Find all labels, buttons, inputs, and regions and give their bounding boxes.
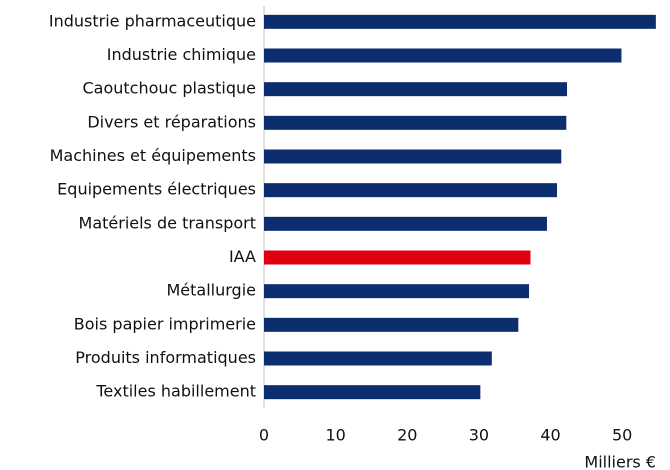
y-tick-label: Métallurgie [167,281,257,300]
x-axis-label: Milliers € [584,453,656,470]
bar [264,115,567,130]
bar [264,149,562,164]
bar [264,216,547,231]
bar [264,351,492,366]
x-tick-label: 30 [469,426,489,445]
x-tick-label: 20 [397,426,417,445]
bar [264,284,530,299]
y-tick-label: Matériels de transport [79,213,256,232]
y-tick-label: Textiles habillement [95,382,256,401]
y-tick-label: Machines et équipements [50,146,256,165]
y-tick-label: Industrie pharmaceutique [49,11,256,30]
y-tick-label: Produits informatiques [75,348,256,367]
bar [264,183,557,198]
bar [264,14,656,29]
y-tick-label: Bois papier imprimerie [74,314,256,333]
bar [264,82,568,97]
bar [264,250,531,265]
x-tick-label: 50 [612,426,632,445]
bar [264,317,519,332]
y-tick-label: Caoutchouc plastique [82,79,256,98]
x-tick-label: 0 [259,426,269,445]
y-tick-label: Divers et réparations [87,112,256,131]
y-tick-label: Industrie chimique [107,45,256,64]
bar [264,48,622,63]
x-tick-label: 40 [540,426,560,445]
y-tick-label: Equipements électriques [57,180,256,199]
x-tick-label: 10 [325,426,345,445]
y-tick-label: IAA [229,247,256,266]
bar [264,385,481,400]
